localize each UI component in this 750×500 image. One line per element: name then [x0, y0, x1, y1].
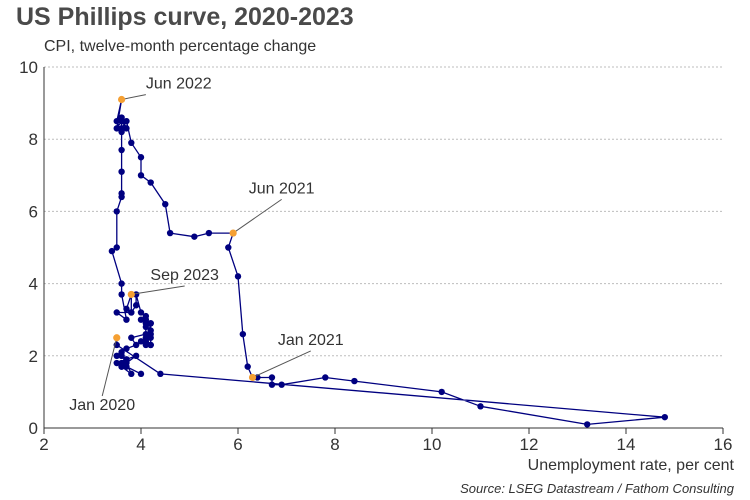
x-tick-label: 8	[330, 435, 339, 454]
annotation-label: Sep 2023	[150, 267, 219, 284]
x-tick-label: 16	[714, 435, 733, 454]
data-point	[137, 309, 145, 316]
data-point	[438, 388, 445, 396]
y-tick-label: 0	[29, 419, 38, 438]
data-point	[147, 334, 154, 341]
x-tick-label: 10	[423, 435, 442, 454]
data-point	[128, 334, 135, 341]
data-point	[113, 244, 120, 251]
annotation-leader	[232, 198, 282, 234]
data-point	[137, 370, 145, 378]
data-point	[118, 117, 125, 125]
data-point	[147, 179, 154, 186]
data-point	[113, 125, 120, 132]
data-point	[132, 352, 140, 359]
data-point	[142, 338, 150, 345]
data-point	[123, 345, 130, 352]
data-point	[137, 338, 145, 345]
highlight-point	[113, 334, 121, 342]
data-point	[113, 309, 120, 316]
data-point	[118, 359, 125, 367]
annotation-leader	[121, 94, 146, 100]
data-point	[113, 352, 120, 359]
data-point	[137, 154, 145, 161]
data-point	[137, 316, 145, 323]
data-point	[128, 309, 135, 316]
data-point	[123, 316, 130, 323]
data-point	[162, 200, 169, 208]
data-point	[278, 381, 285, 388]
chart-title: US Phillips curve, 2020-2023	[16, 3, 354, 31]
data-point	[268, 374, 276, 381]
data-point	[166, 229, 174, 237]
data-point	[128, 370, 135, 378]
data-point	[142, 330, 150, 338]
y-tick-label: 8	[29, 130, 38, 149]
data-point	[132, 341, 140, 349]
data-point	[322, 374, 329, 381]
x-tick-label: 2	[39, 435, 48, 454]
data-point	[118, 146, 125, 154]
data-point	[123, 305, 130, 313]
data-point	[118, 168, 125, 175]
data-point	[128, 139, 135, 147]
highlight-point	[248, 373, 257, 382]
chart-subtitle: CPI, twelve-month percentage change	[44, 38, 317, 55]
data-point	[477, 403, 484, 410]
x-axis-label: Unemployment rate, per cent	[527, 457, 734, 474]
series-line	[111, 98, 666, 426]
data-point	[108, 247, 116, 255]
data-point	[584, 421, 591, 428]
data-point	[268, 381, 276, 388]
x-tick-label: 6	[233, 435, 242, 454]
data-point	[113, 117, 120, 125]
data-point	[132, 291, 140, 298]
data-point	[123, 363, 130, 370]
data-point	[239, 330, 247, 338]
data-point	[113, 208, 120, 215]
data-point	[205, 229, 213, 237]
data-point	[137, 172, 145, 179]
y-tick-label: 2	[29, 347, 38, 366]
highlight-point	[127, 290, 135, 299]
data-point	[123, 117, 130, 125]
annotation-label: Jun 2021	[249, 180, 315, 197]
annotation-leader	[101, 337, 118, 397]
data-point	[661, 413, 668, 421]
y-tick-label: 4	[29, 275, 38, 294]
data-point	[118, 352, 125, 359]
data-point	[147, 341, 154, 349]
source-note: Source: LSEG Datastream / Fathom Consult…	[460, 481, 734, 496]
x-tick-label: 4	[136, 435, 145, 454]
annotation-label: Jan 2021	[278, 332, 344, 349]
data-point	[123, 356, 130, 363]
data-point	[147, 320, 154, 327]
data-point	[225, 244, 232, 251]
x-tick-label: 14	[617, 435, 636, 454]
data-point	[351, 377, 358, 385]
data-point	[142, 323, 150, 331]
data-point	[234, 273, 242, 280]
data-point	[191, 233, 198, 240]
data-point	[118, 280, 125, 287]
data-point	[118, 128, 125, 136]
x-tick-label: 12	[520, 435, 539, 454]
data-point	[132, 302, 140, 309]
highlight-point	[118, 95, 126, 104]
highlight-point	[229, 229, 237, 237]
data-point	[113, 359, 120, 367]
annotation-leader	[252, 350, 311, 378]
data-point	[118, 291, 125, 298]
annotation-leader	[131, 285, 185, 295]
annotation-label: Jun 2022	[146, 76, 212, 93]
annotation-label: Jan 2020	[69, 397, 135, 414]
y-tick-label: 6	[29, 202, 38, 221]
data-point	[157, 370, 164, 378]
data-point	[118, 193, 125, 201]
data-point	[244, 363, 251, 370]
y-tick-label: 10	[19, 58, 38, 77]
data-point	[147, 327, 154, 334]
data-point	[123, 125, 130, 132]
